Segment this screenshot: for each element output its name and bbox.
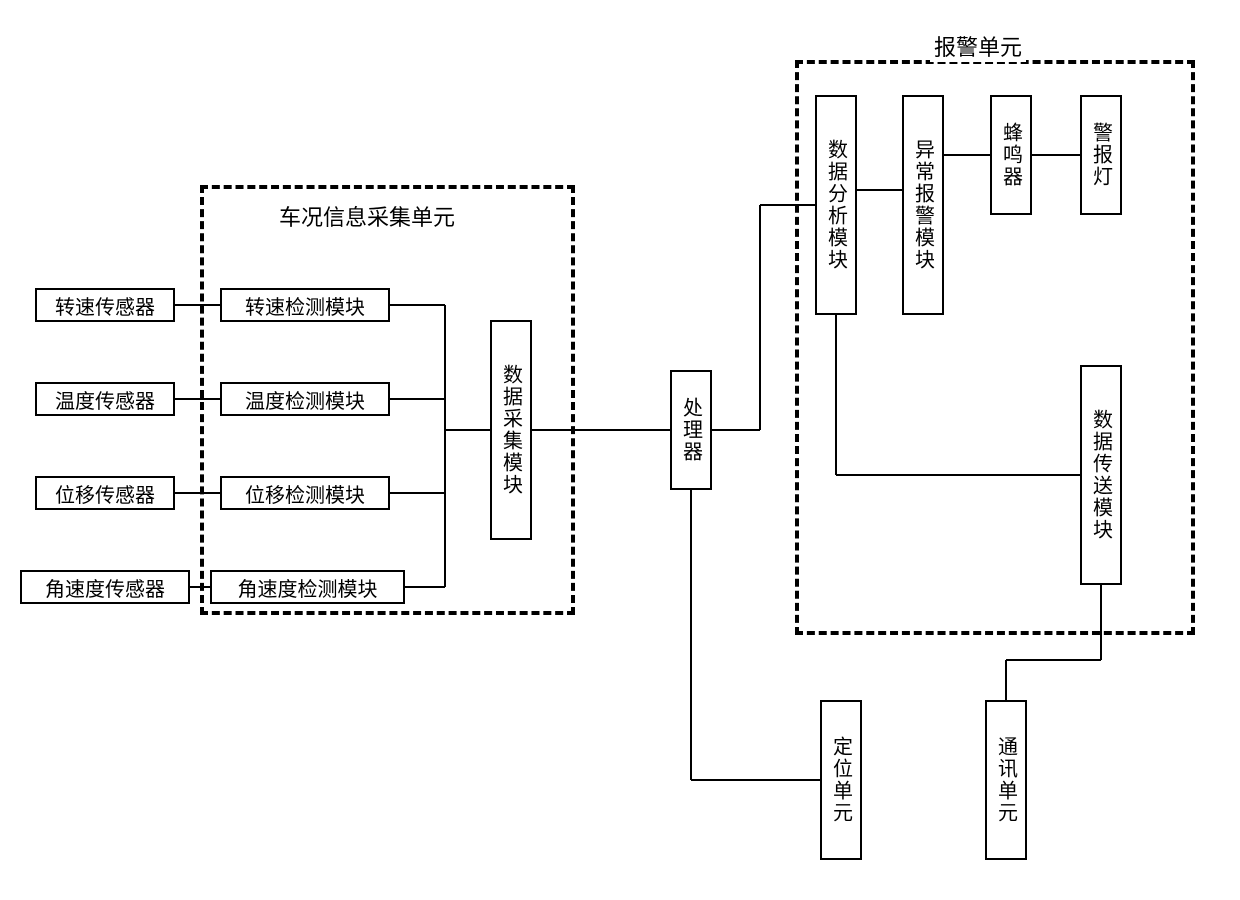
node-detect-disp: 位移检测模块 xyxy=(220,476,390,510)
group-collection-unit-label: 车况信息采集单元 xyxy=(275,200,459,232)
node-position-unit: 定位单元 xyxy=(820,700,862,860)
node-alarm-light: 警报灯 xyxy=(1080,95,1122,215)
node-comm-unit: 通讯单元 xyxy=(985,700,1027,860)
node-processor: 处理器 xyxy=(670,370,712,490)
node-sensor-disp: 位移传感器 xyxy=(35,476,175,510)
node-sensor-angvel: 角速度传感器 xyxy=(20,570,190,604)
node-sensor-speed: 转速传感器 xyxy=(35,288,175,322)
node-sensor-temp: 温度传感器 xyxy=(35,382,175,416)
node-buzzer: 蜂鸣器 xyxy=(990,95,1032,215)
node-alarm-module: 异常报警模块 xyxy=(902,95,944,315)
node-data-transmit: 数据传送模块 xyxy=(1080,365,1122,585)
node-data-analysis: 数据分析模块 xyxy=(815,95,857,315)
group-alarm-unit-label: 报警单元 xyxy=(930,30,1026,62)
node-data-collect: 数据采集模块 xyxy=(490,320,532,540)
node-detect-speed: 转速检测模块 xyxy=(220,288,390,322)
node-detect-temp: 温度检测模块 xyxy=(220,382,390,416)
node-detect-angvel: 角速度检测模块 xyxy=(210,570,405,604)
